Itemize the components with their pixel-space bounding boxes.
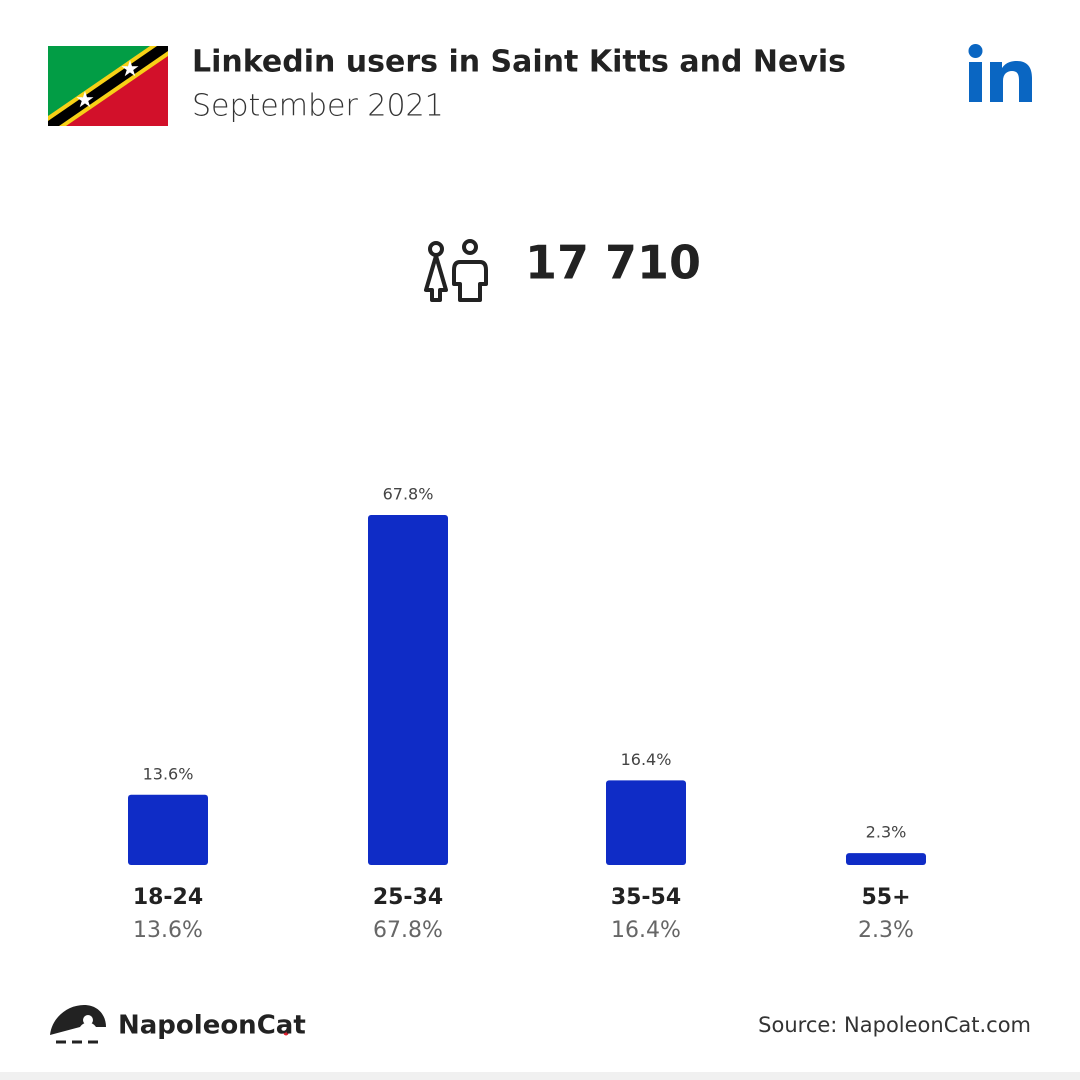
- svg-text:★: ★: [75, 88, 95, 113]
- bar: [128, 794, 208, 865]
- svg-text:★: ★: [120, 57, 140, 82]
- category-value: 67.8%: [373, 918, 443, 943]
- value-label: 2.3%: [866, 823, 907, 842]
- category-label: 35-54: [611, 885, 681, 910]
- category-label: 25-34: [373, 885, 443, 910]
- subtitle: September 2021: [192, 89, 444, 124]
- flag: ★ ★: [48, 46, 168, 126]
- value-label: 67.8%: [383, 485, 434, 504]
- category-value: 13.6%: [133, 918, 203, 943]
- title: Linkedin users in Saint Kitts and Nevis: [192, 45, 846, 80]
- bar: [846, 853, 926, 865]
- category-value: 16.4%: [611, 918, 681, 943]
- linkedin-logo: [968, 44, 1032, 102]
- brand-logo: [50, 1005, 289, 1044]
- value-label: 16.4%: [621, 750, 672, 769]
- category-label: 18-24: [133, 885, 203, 910]
- source: Source: NapoleonCat.com: [758, 1013, 1031, 1037]
- bar: [606, 780, 686, 865]
- brand: NapoleonCat: [118, 1011, 306, 1041]
- people-icon: [424, 239, 488, 302]
- value-label: 13.6%: [143, 764, 194, 783]
- bar: [368, 515, 448, 865]
- category-label: 55+: [861, 885, 910, 910]
- bottom-strip: [0, 1072, 1080, 1080]
- total-users: 17 710: [525, 236, 701, 290]
- category-value: 2.3%: [858, 918, 914, 943]
